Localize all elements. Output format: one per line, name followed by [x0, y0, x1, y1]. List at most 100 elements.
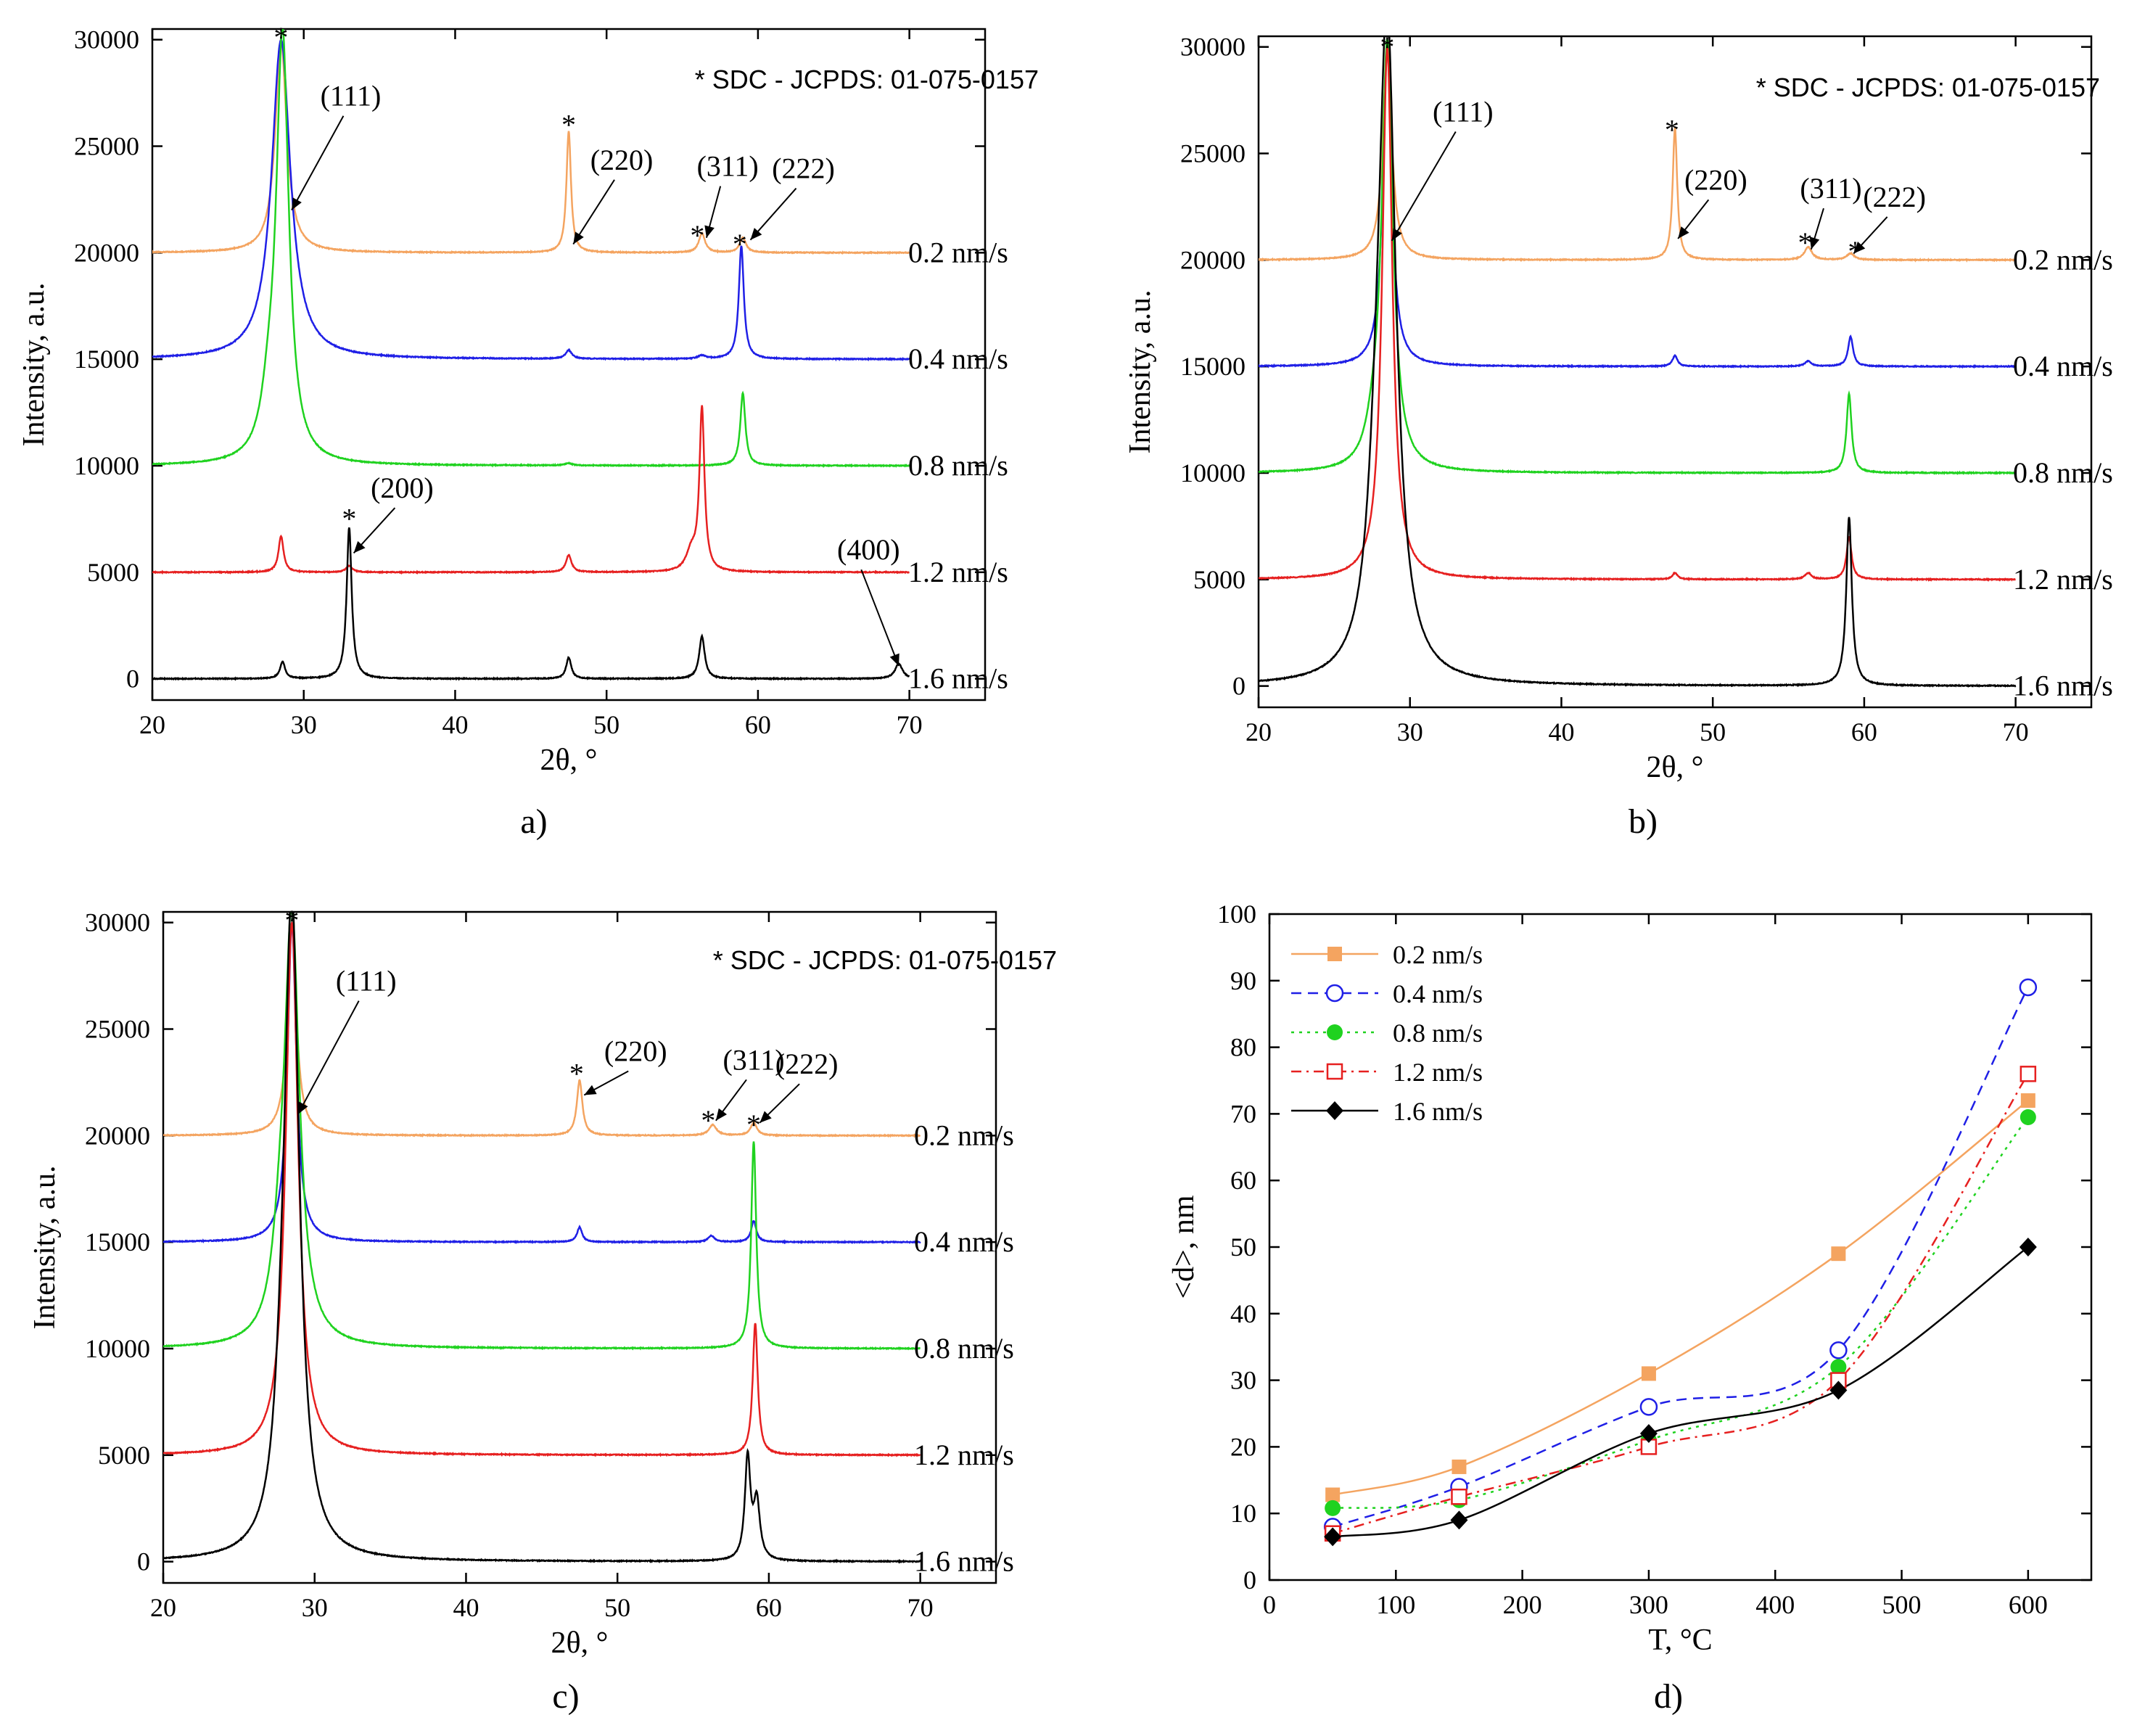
x-tick-label: 70 — [907, 1593, 934, 1622]
y-tick-label: 15000 — [1180, 352, 1246, 381]
peak-star: * — [284, 904, 299, 937]
x-tick-label: 50 — [593, 710, 619, 739]
peak-star: * — [1798, 226, 1813, 259]
peak-star: * — [1848, 235, 1862, 268]
series-label: 0.8 nm/s — [914, 1332, 1014, 1365]
series-label: 1.2 nm/s — [2013, 563, 2113, 596]
plot-frame — [151, 28, 987, 702]
series-label: 1.2 nm/s — [914, 1439, 1014, 1471]
x-tick-label: 30 — [302, 1593, 328, 1622]
series-line-1-2-nm-s — [152, 405, 910, 575]
series-line-1-6-nm-s — [163, 912, 921, 1564]
y-tick-label: 0 — [137, 1547, 150, 1576]
hkl-label: (222) — [1863, 181, 1926, 213]
y-tick-label: 5000 — [1193, 565, 1246, 594]
hkl-label: (220) — [590, 144, 654, 176]
data-point — [1639, 1398, 1658, 1416]
traces — [1259, 36, 2017, 688]
legend-marker — [1327, 947, 1342, 961]
x-axis-title: 2θ, ° — [551, 1626, 609, 1660]
y-tick-label: 10 — [1230, 1499, 1256, 1528]
annotation-arrowhead — [704, 225, 715, 238]
series-label: 0.4 nm/s — [2013, 350, 2113, 382]
data-point — [1324, 1527, 1342, 1547]
series-line-0-4-nm-s — [152, 38, 910, 362]
annotation-arrow — [860, 569, 899, 667]
annotation-arrowhead — [1391, 228, 1402, 241]
x-tick-label: 100 — [1376, 1590, 1415, 1619]
reference-note: * SDC - JCPDS: 01-075-0157 — [713, 945, 1057, 975]
y-tick-label: 15000 — [74, 345, 139, 374]
x-tick-label: 40 — [1548, 717, 1574, 746]
x-tick-label: 20 — [1246, 717, 1272, 746]
annotation-arrowhead — [1853, 241, 1866, 254]
data-point — [1451, 1489, 1467, 1505]
x-tick-label: 60 — [745, 710, 771, 739]
data-point — [2020, 1066, 2037, 1082]
panel-caption: c) — [552, 1677, 579, 1716]
y-tick-label: 5000 — [87, 558, 139, 587]
series-line-0-8-nm-s — [152, 29, 910, 469]
series-line-0-8-nm-s — [1333, 1116, 2029, 1510]
legend-entry: 1.2 nm/s — [1393, 1058, 1483, 1087]
data-point — [1450, 1510, 1468, 1530]
grain-size-chart-panel-d: 0 100 200 300 400 500 600 0 10 20 30 40 50 60 70 80 90 10… — [1167, 900, 2093, 1716]
y-tick-label: 20000 — [85, 1121, 150, 1150]
annotation-arrowhead — [715, 1108, 728, 1121]
peak-star: * — [569, 1057, 584, 1090]
hkl-label: (400) — [837, 533, 900, 566]
y-tick-label: 30000 — [85, 908, 150, 937]
series-label: 1.6 nm/s — [908, 662, 1008, 695]
series-label: 0.2 nm/s — [2013, 243, 2113, 276]
legend-entry: 1.6 nm/s — [1393, 1097, 1483, 1126]
series-line-1-2-nm-s — [1259, 46, 2016, 582]
x-tick-label: 300 — [1629, 1590, 1668, 1619]
hkl-label: (222) — [775, 1048, 839, 1080]
traces — [163, 912, 921, 1564]
data-point — [1325, 1487, 1341, 1502]
peak-star: * — [746, 1108, 761, 1141]
legend-entry: 0.4 nm/s — [1393, 979, 1483, 1008]
hkl-label: (220) — [604, 1035, 667, 1068]
y-tick-label: 70 — [1230, 1099, 1256, 1128]
annotation-arrow — [291, 115, 345, 211]
peak-star: * — [1665, 113, 1679, 146]
series-label: 0.4 nm/s — [914, 1225, 1014, 1258]
y-axis-title: <d>, nm — [1167, 1195, 1201, 1299]
x-axis-title: 2θ, ° — [1647, 751, 1704, 784]
hkl-label: (311) — [697, 150, 759, 183]
y-tick-label: 10000 — [1180, 458, 1246, 488]
y-axis-title: Intensity, a.u. — [17, 283, 51, 447]
y-tick-label: 10000 — [85, 1334, 150, 1363]
y-axis-title: Intensity, a.u. — [28, 1166, 62, 1330]
x-tick-label: 600 — [2009, 1590, 2048, 1619]
hkl-label: (111) — [1433, 95, 1494, 128]
x-tick-label: 60 — [756, 1593, 782, 1622]
annotation-arrowhead — [759, 1111, 772, 1123]
annotation-arrowhead — [1678, 226, 1689, 239]
hkl-label: (111) — [336, 965, 397, 997]
data-point — [2019, 978, 2038, 997]
annotation-arrowhead — [292, 197, 302, 210]
series-label: 0.2 nm/s — [908, 236, 1008, 268]
hkl-label: (111) — [321, 80, 382, 112]
data-point — [1829, 1341, 1848, 1359]
x-tick-label: 30 — [1397, 717, 1423, 746]
peak-star: * — [690, 219, 704, 252]
plot-frame — [1257, 35, 2093, 709]
x-tick-label: 60 — [1851, 717, 1877, 746]
series-label: 1.2 nm/s — [908, 556, 1008, 588]
y-axis-title: Intensity, a.u. — [1124, 290, 1157, 454]
y-tick-label: 10000 — [74, 451, 139, 480]
y-tick-label: 50 — [1230, 1233, 1256, 1262]
x-tick-label: 50 — [604, 1593, 630, 1622]
series-line-1-6-nm-s — [1259, 36, 2017, 688]
panel-caption: a) — [520, 802, 547, 841]
series-label: 1.6 nm/s — [914, 1545, 1014, 1578]
y-tick-label: 20000 — [74, 238, 139, 267]
x-tick-label: 30 — [291, 710, 317, 739]
x-tick-label: 200 — [1503, 1590, 1542, 1619]
series-label: 0.8 nm/s — [2013, 456, 2113, 489]
y-tick-label: 25000 — [1180, 139, 1246, 168]
x-tick-label: 70 — [2003, 717, 2029, 746]
